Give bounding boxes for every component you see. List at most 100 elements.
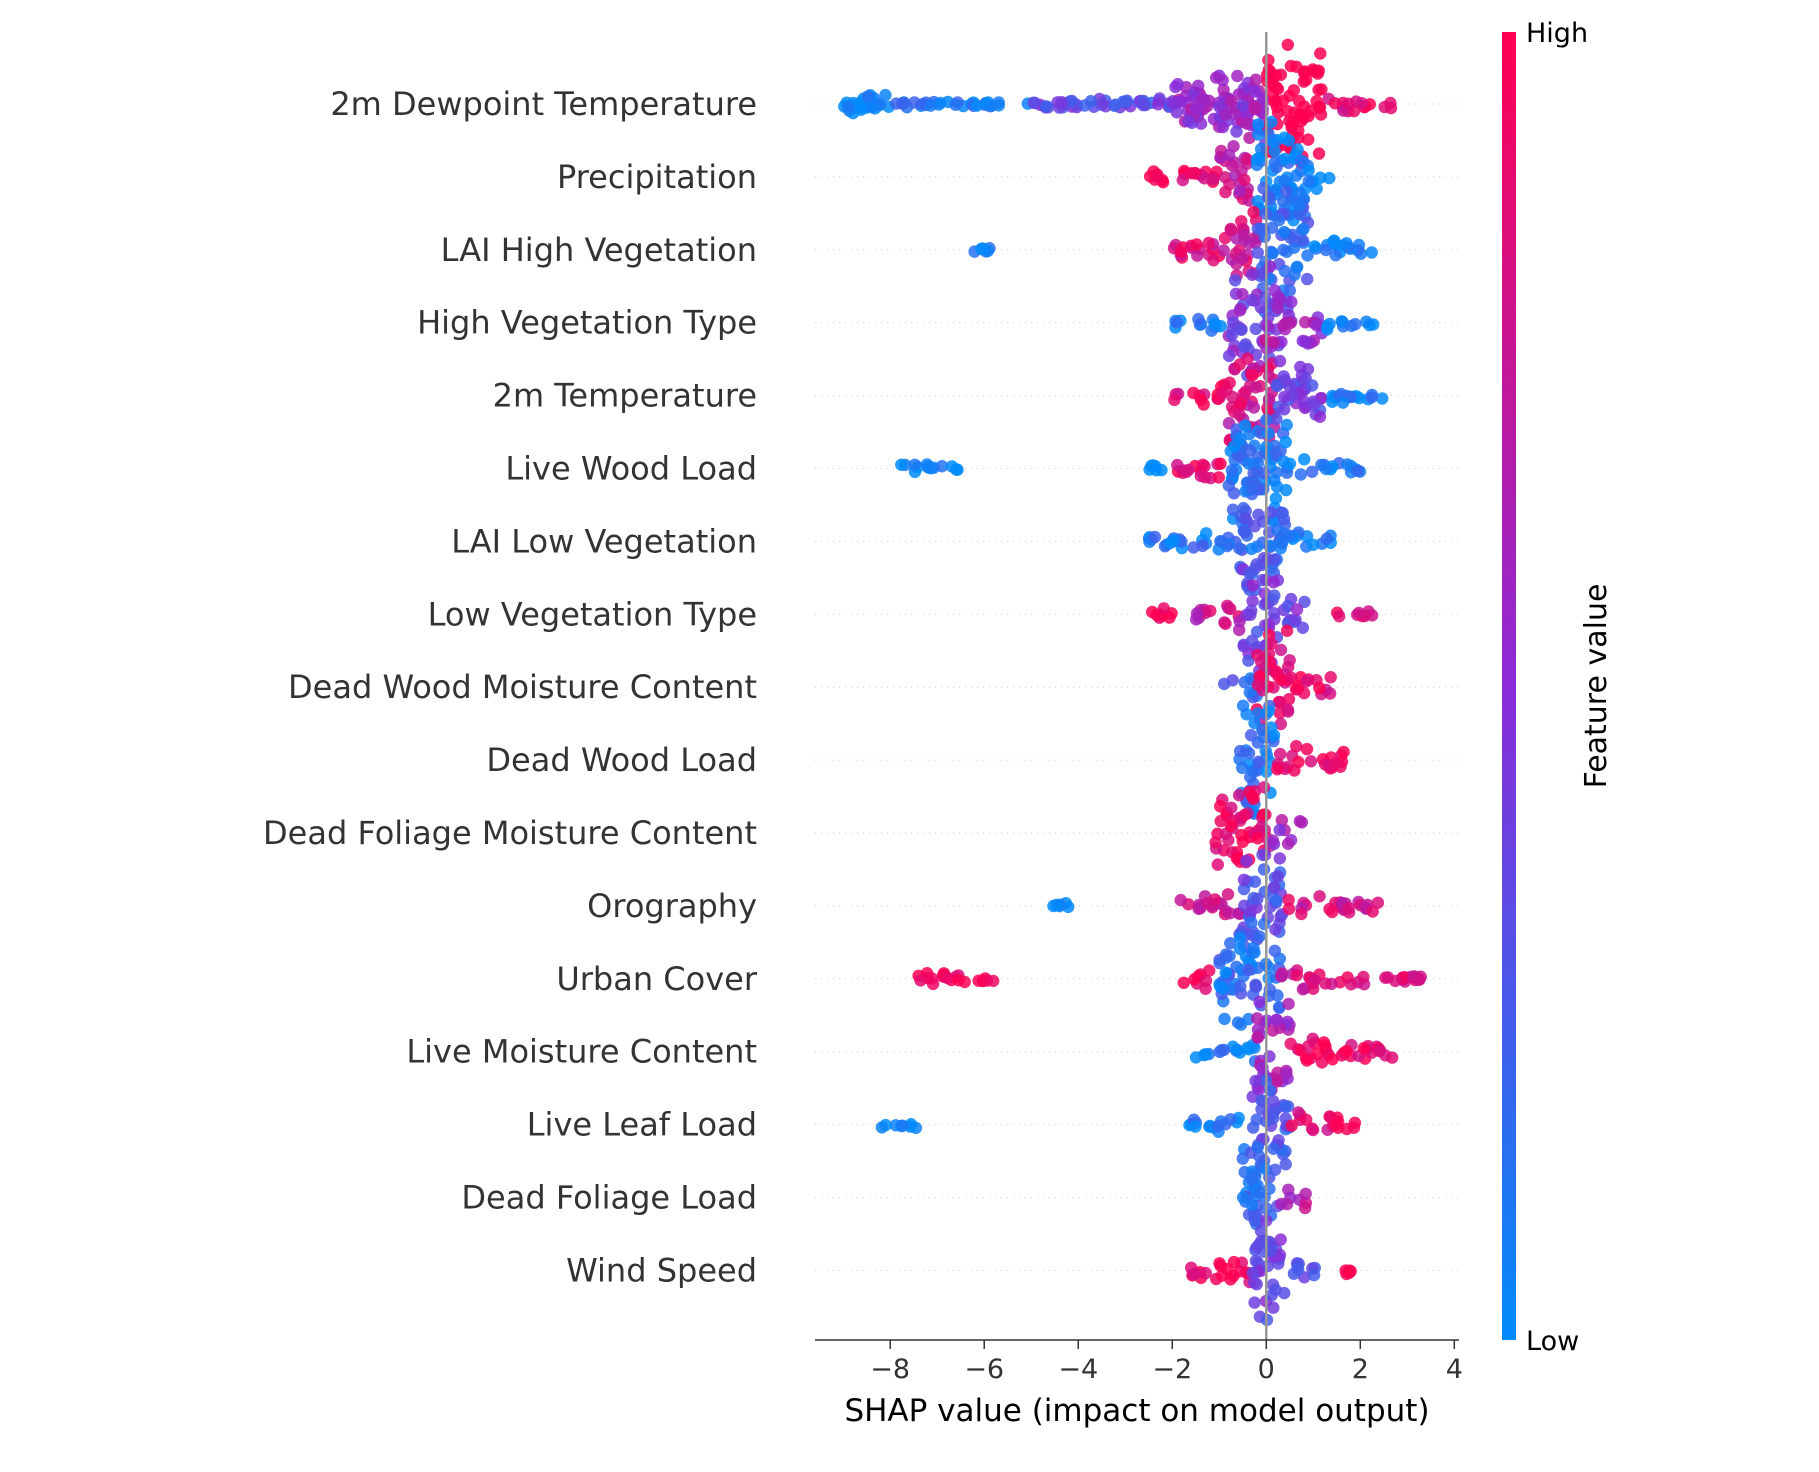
shap-point bbox=[1302, 1040, 1315, 1053]
shap-point bbox=[1249, 979, 1262, 992]
shap-point bbox=[1300, 1113, 1313, 1127]
feature-swarm bbox=[1189, 995, 1399, 1097]
shap-point bbox=[1257, 863, 1271, 876]
shap-point bbox=[1228, 274, 1242, 287]
colorbar-low-label: Low bbox=[1526, 1326, 1579, 1357]
shap-point bbox=[1223, 376, 1236, 389]
feature-label: Wind Speed bbox=[566, 1251, 757, 1289]
feature-label: Live Moisture Content bbox=[406, 1033, 757, 1071]
shap-point bbox=[1293, 198, 1306, 212]
shap-point bbox=[1251, 678, 1265, 692]
shap-point bbox=[1294, 360, 1307, 374]
x-axis-label: SHAP value (impact on model output) bbox=[844, 1393, 1429, 1429]
shap-point bbox=[1227, 316, 1240, 329]
shap-point bbox=[1280, 418, 1293, 432]
shap-point bbox=[1277, 225, 1291, 239]
shap-point bbox=[1304, 755, 1318, 768]
shap-point bbox=[1270, 1014, 1284, 1027]
shap-point bbox=[1246, 579, 1260, 592]
shap-point bbox=[1171, 78, 1185, 91]
shap-point bbox=[1223, 907, 1237, 920]
shap-point bbox=[1293, 207, 1306, 221]
shap-point bbox=[1275, 1197, 1288, 1211]
shap-point bbox=[1283, 284, 1297, 297]
shap-point bbox=[1247, 1121, 1260, 1134]
shap-point bbox=[1319, 462, 1333, 476]
shap-point bbox=[1262, 427, 1275, 440]
shap-point bbox=[1224, 602, 1237, 616]
shap-point bbox=[1151, 98, 1165, 111]
shap-point bbox=[1218, 1012, 1231, 1026]
shap-point bbox=[1191, 249, 1204, 262]
shap-point bbox=[1328, 237, 1342, 250]
shap-point bbox=[875, 1121, 889, 1134]
shap-point bbox=[1197, 398, 1210, 411]
shap-point bbox=[1236, 761, 1249, 775]
shap-point bbox=[1221, 888, 1235, 901]
shap-point bbox=[1232, 789, 1246, 802]
shap-point bbox=[1253, 151, 1266, 165]
shap-point bbox=[1271, 763, 1284, 776]
shap-point bbox=[1288, 764, 1301, 777]
shap-point bbox=[1246, 483, 1259, 496]
shap-point bbox=[1355, 97, 1368, 110]
shap-point bbox=[1027, 96, 1040, 109]
shap-point bbox=[1247, 941, 1260, 955]
shap-point bbox=[1269, 492, 1283, 505]
shap-point bbox=[1213, 956, 1226, 970]
shap-point bbox=[1252, 508, 1265, 521]
shap-point bbox=[941, 971, 954, 985]
shap-point bbox=[1212, 1119, 1225, 1133]
shap-point bbox=[1251, 832, 1264, 845]
shap-point bbox=[1198, 471, 1212, 484]
shap-point bbox=[1167, 533, 1181, 547]
shap-point bbox=[1236, 99, 1249, 112]
shap-point bbox=[1360, 315, 1373, 328]
shap-point bbox=[1224, 222, 1238, 236]
shap-point bbox=[1143, 463, 1156, 476]
shap-point bbox=[1249, 1170, 1262, 1183]
shap-point bbox=[1257, 730, 1271, 744]
shap-point bbox=[1236, 699, 1250, 712]
shap-point bbox=[1242, 1043, 1256, 1056]
shap-point bbox=[1281, 38, 1295, 51]
shap-point bbox=[1222, 148, 1236, 162]
shap-point bbox=[1266, 1094, 1280, 1108]
x-axis: −8 −6 −4 −2 0 2 4 bbox=[815, 1339, 1463, 1385]
shap-point bbox=[1265, 115, 1278, 129]
shap-point bbox=[1313, 890, 1326, 903]
shap-point bbox=[1224, 937, 1237, 950]
shap-point bbox=[1296, 621, 1310, 634]
shap-point bbox=[1268, 589, 1281, 602]
shap-point bbox=[1120, 94, 1134, 107]
feature-label: Precipitation bbox=[557, 158, 757, 196]
shap-point bbox=[1251, 892, 1264, 906]
shap-point bbox=[1244, 608, 1257, 621]
shap-point bbox=[1170, 316, 1184, 329]
shap-point bbox=[1302, 174, 1316, 188]
feature-rows: 2m Dewpoint Temperature Precipitation LAI … bbox=[263, 85, 1459, 1289]
shap-point bbox=[1300, 73, 1313, 87]
shap-point bbox=[987, 974, 1000, 988]
x-tick-label: −2 bbox=[1152, 1354, 1192, 1385]
shap-point bbox=[1276, 506, 1289, 520]
shap-point bbox=[1300, 675, 1313, 688]
shap-point bbox=[1243, 444, 1257, 457]
shap-point bbox=[1326, 1053, 1339, 1066]
shap-point bbox=[1212, 471, 1226, 484]
shap-point bbox=[1215, 1269, 1229, 1282]
shap-point bbox=[1236, 252, 1249, 265]
shap-point bbox=[1199, 1266, 1212, 1280]
shap-point bbox=[1278, 1100, 1292, 1113]
shap-point bbox=[1200, 527, 1213, 540]
feature-label: Urban Cover bbox=[556, 960, 758, 998]
colorbar: High Low Feature value bbox=[1502, 18, 1614, 1357]
shap-point bbox=[1187, 386, 1200, 400]
shap-point bbox=[951, 463, 964, 476]
shap-point bbox=[1243, 785, 1256, 799]
shap-point bbox=[1238, 173, 1251, 186]
shap-point bbox=[1295, 816, 1309, 829]
shap-point bbox=[1277, 243, 1290, 257]
shap-point bbox=[1219, 966, 1233, 979]
shap-point bbox=[1283, 457, 1297, 470]
